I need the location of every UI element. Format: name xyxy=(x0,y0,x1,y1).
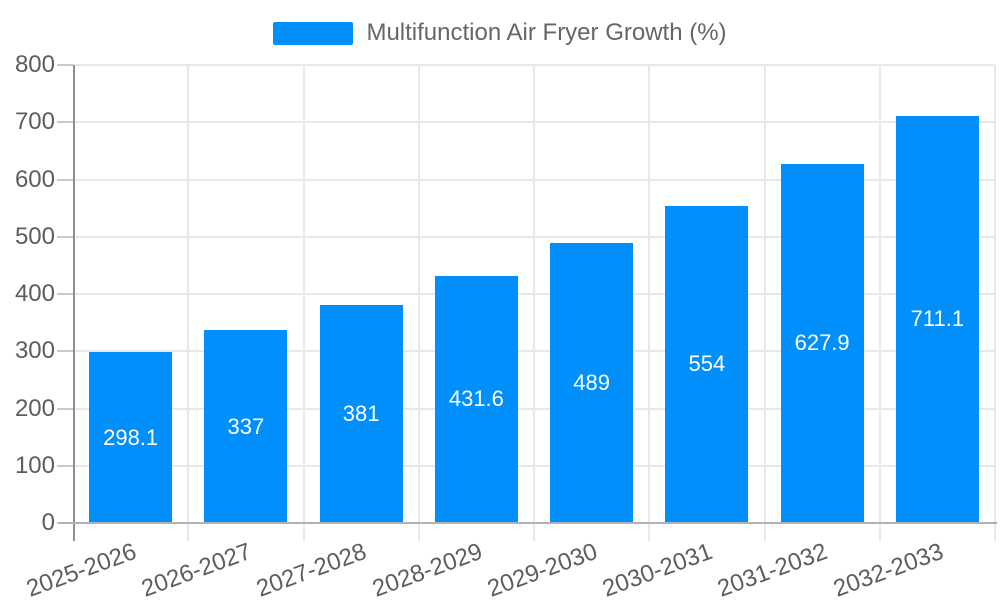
gridline-vertical xyxy=(763,65,766,541)
y-axis-tick xyxy=(57,464,73,467)
x-tick-label-text: 2028-2029 xyxy=(368,538,486,600)
legend-label[interactable]: Multifunction Air Fryer Growth (%) xyxy=(366,19,727,46)
y-tick-label: 100 xyxy=(14,451,55,479)
plot-area: 0 100 200 300 400 500 600 700 800 298.1 2025-2026 3… xyxy=(15,53,997,600)
x-tick-label-text: 2027-2028 xyxy=(253,538,371,600)
bar-value-label: 431.6 xyxy=(448,386,504,412)
y-tick-label: 600 xyxy=(14,165,55,193)
y-axis-tick xyxy=(57,293,73,295)
y-tick-label: 400 xyxy=(14,280,55,307)
y-axis-tick xyxy=(57,178,73,181)
y-tick-label: 700 xyxy=(14,108,55,136)
y-axis-tick xyxy=(57,235,73,238)
bar-value-label: 554 xyxy=(688,351,726,377)
bar-value-label: 381 xyxy=(342,400,380,426)
bar-2030-2031[interactable] xyxy=(665,205,749,523)
bar-2029-2030[interactable] xyxy=(550,243,634,523)
bar-value-label: 711.1 xyxy=(910,306,965,332)
y-axis-tick xyxy=(57,407,73,410)
gridline-vertical xyxy=(533,65,535,541)
bar-value-label: 298.1 xyxy=(103,424,159,450)
y-axis-line xyxy=(73,65,75,541)
bar-2027-2028[interactable] xyxy=(319,304,403,523)
y-axis-tick xyxy=(57,64,73,66)
y-tick-label: 800 xyxy=(14,51,55,78)
bar-value-label: 337 xyxy=(227,413,265,439)
gridline-vertical xyxy=(187,65,190,541)
bar-2031-2032[interactable] xyxy=(780,163,864,523)
x-tick-label-text: 2030-2031 xyxy=(599,538,717,600)
y-tick-label: 0 xyxy=(41,509,55,536)
legend-swatch[interactable] xyxy=(273,21,354,45)
bar-value-label: 489 xyxy=(573,370,610,396)
x-tick-label-text: 2026-2027 xyxy=(138,538,256,600)
x-tick-label-text: 2029-2030 xyxy=(483,538,601,600)
bar-2026-2027[interactable] xyxy=(204,330,288,523)
y-tick-label: 300 xyxy=(14,337,55,365)
y-axis-tick xyxy=(57,121,73,124)
y-tick-label: 500 xyxy=(14,222,55,250)
gridline-vertical xyxy=(878,65,881,541)
x-axis-line xyxy=(59,522,997,524)
bar-2028-2029[interactable] xyxy=(434,275,518,523)
gridline-vertical xyxy=(648,65,651,541)
bar-2025-2026[interactable] xyxy=(89,352,173,523)
gridline-vertical xyxy=(994,65,996,541)
y-tick-label: 200 xyxy=(14,394,55,422)
gridline-vertical xyxy=(417,65,420,541)
y-axis-tick xyxy=(57,350,73,353)
x-tick-label-text: 2031-2032 xyxy=(714,538,832,600)
x-tick-label-text: 2032-2033 xyxy=(829,538,947,600)
bar-2032-2033[interactable] xyxy=(895,115,979,523)
x-tick-label-text: 2025-2026 xyxy=(22,538,140,600)
legend: Multifunction Air Fryer Growth (%) xyxy=(0,21,1000,45)
bar-value-label: 627.9 xyxy=(794,330,850,356)
gridline-vertical xyxy=(302,65,305,541)
